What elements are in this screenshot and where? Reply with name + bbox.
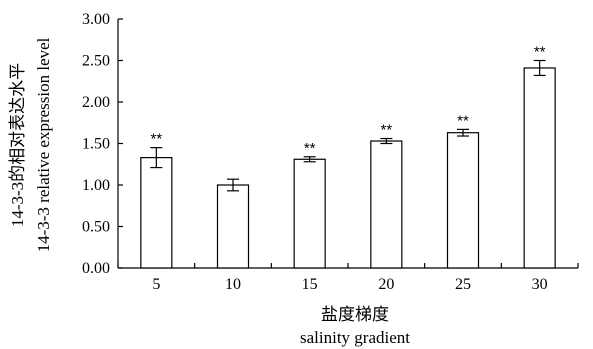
x-tick-label: 10 <box>225 276 241 293</box>
significance-marker: ** <box>380 122 392 139</box>
x-tick-label: 5 <box>152 276 160 293</box>
x-axis-title-english: salinity gradient <box>300 328 410 347</box>
y-tick-label: 0.00 <box>82 260 110 277</box>
y-tick-label: 2.00 <box>82 94 110 111</box>
bar <box>446 132 480 269</box>
significance-marker: ** <box>457 112 469 129</box>
bar <box>370 140 403 269</box>
bar <box>216 184 250 269</box>
bars: ** ** ** ** ** <box>140 44 556 269</box>
x-tick-label: 15 <box>302 276 318 293</box>
x-tick-label: 25 <box>455 276 471 293</box>
x-tick-label: 30 <box>532 276 548 293</box>
bar <box>523 67 556 269</box>
y-tick-label: 1.00 <box>82 177 110 194</box>
y-tick-label: 0.50 <box>82 219 110 236</box>
x-axis-title-chinese: 盐度梯度 <box>321 305 389 324</box>
axes: 0.00 0.50 1.00 1.50 2.00 2.50 3.00 5 10 15 20 25 30 <box>82 11 579 293</box>
bar <box>293 158 326 269</box>
y-axis-title-english: 14-3-3 relative expression level <box>34 37 53 252</box>
y-tick-label: 1.50 <box>82 136 110 153</box>
significance-marker: ** <box>304 140 316 157</box>
labels: 14-3-3的相对表达水平 14-3-3 relative expression… <box>8 37 410 347</box>
bar <box>140 157 173 269</box>
y-tick-label: 2.50 <box>82 53 110 70</box>
significance-marker: ** <box>534 44 546 61</box>
x-tick-label: 20 <box>378 276 394 293</box>
y-axis-title-chinese: 14-3-3的相对表达水平 <box>8 63 27 227</box>
significance-marker: ** <box>150 131 162 148</box>
y-tick-label: 3.00 <box>82 11 110 28</box>
